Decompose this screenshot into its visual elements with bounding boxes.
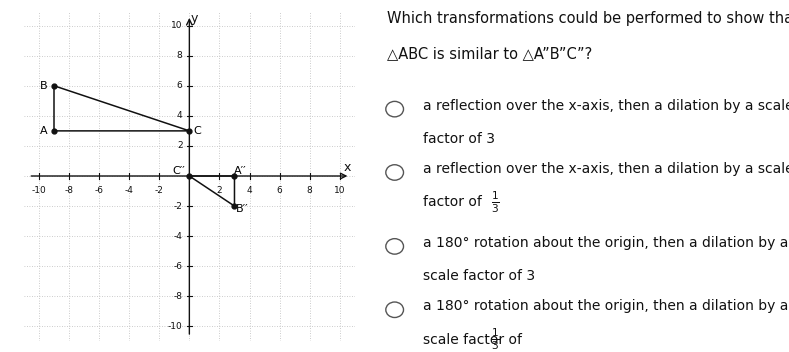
Text: 4: 4 bbox=[177, 111, 182, 120]
Text: 10: 10 bbox=[171, 21, 182, 30]
Text: -6: -6 bbox=[95, 186, 103, 195]
Text: 8: 8 bbox=[177, 51, 182, 60]
Text: -2: -2 bbox=[174, 202, 182, 210]
Text: scale factor of 3: scale factor of 3 bbox=[423, 269, 535, 283]
Text: 2: 2 bbox=[177, 142, 182, 150]
Text: x: x bbox=[343, 161, 351, 174]
Text: -8: -8 bbox=[174, 292, 182, 301]
Text: 4: 4 bbox=[247, 186, 252, 195]
Text: scale factor of: scale factor of bbox=[423, 333, 526, 347]
Text: -4: -4 bbox=[174, 232, 182, 241]
Text: a 180° rotation about the origin, then a dilation by a: a 180° rotation about the origin, then a… bbox=[423, 299, 788, 313]
Text: a reflection over the x-axis, then a dilation by a scale: a reflection over the x-axis, then a dil… bbox=[423, 162, 789, 176]
Text: 6: 6 bbox=[177, 81, 182, 90]
Text: -6: -6 bbox=[174, 262, 182, 271]
Text: -8: -8 bbox=[65, 186, 73, 195]
Text: -4: -4 bbox=[125, 186, 133, 195]
Text: factor of: factor of bbox=[423, 195, 486, 209]
Text: B: B bbox=[39, 81, 47, 91]
Text: Which transformations could be performed to show that: Which transformations could be performed… bbox=[387, 11, 789, 26]
Text: △ABC is similar to △A”B”C”?: △ABC is similar to △A”B”C”? bbox=[387, 46, 592, 61]
Text: y: y bbox=[191, 12, 198, 25]
Text: a 180° rotation about the origin, then a dilation by a: a 180° rotation about the origin, then a… bbox=[423, 236, 788, 250]
Text: B′′: B′′ bbox=[236, 204, 249, 214]
Text: -10: -10 bbox=[168, 322, 182, 331]
Text: C′′: C′′ bbox=[173, 166, 185, 176]
Text: 6: 6 bbox=[277, 186, 282, 195]
Text: $\frac{1}{3}$: $\frac{1}{3}$ bbox=[492, 190, 500, 215]
Text: C: C bbox=[193, 126, 200, 136]
Text: $\frac{1}{3}$: $\frac{1}{3}$ bbox=[492, 327, 500, 352]
Text: factor of 3: factor of 3 bbox=[423, 132, 495, 146]
Text: -2: -2 bbox=[155, 186, 164, 195]
Text: 10: 10 bbox=[334, 186, 346, 195]
Text: -10: -10 bbox=[32, 186, 47, 195]
Text: A: A bbox=[39, 126, 47, 136]
Text: 8: 8 bbox=[307, 186, 312, 195]
Text: a reflection over the x-axis, then a dilation by a scale: a reflection over the x-axis, then a dil… bbox=[423, 99, 789, 113]
Text: A′′: A′′ bbox=[234, 166, 247, 176]
Text: 2: 2 bbox=[217, 186, 222, 195]
